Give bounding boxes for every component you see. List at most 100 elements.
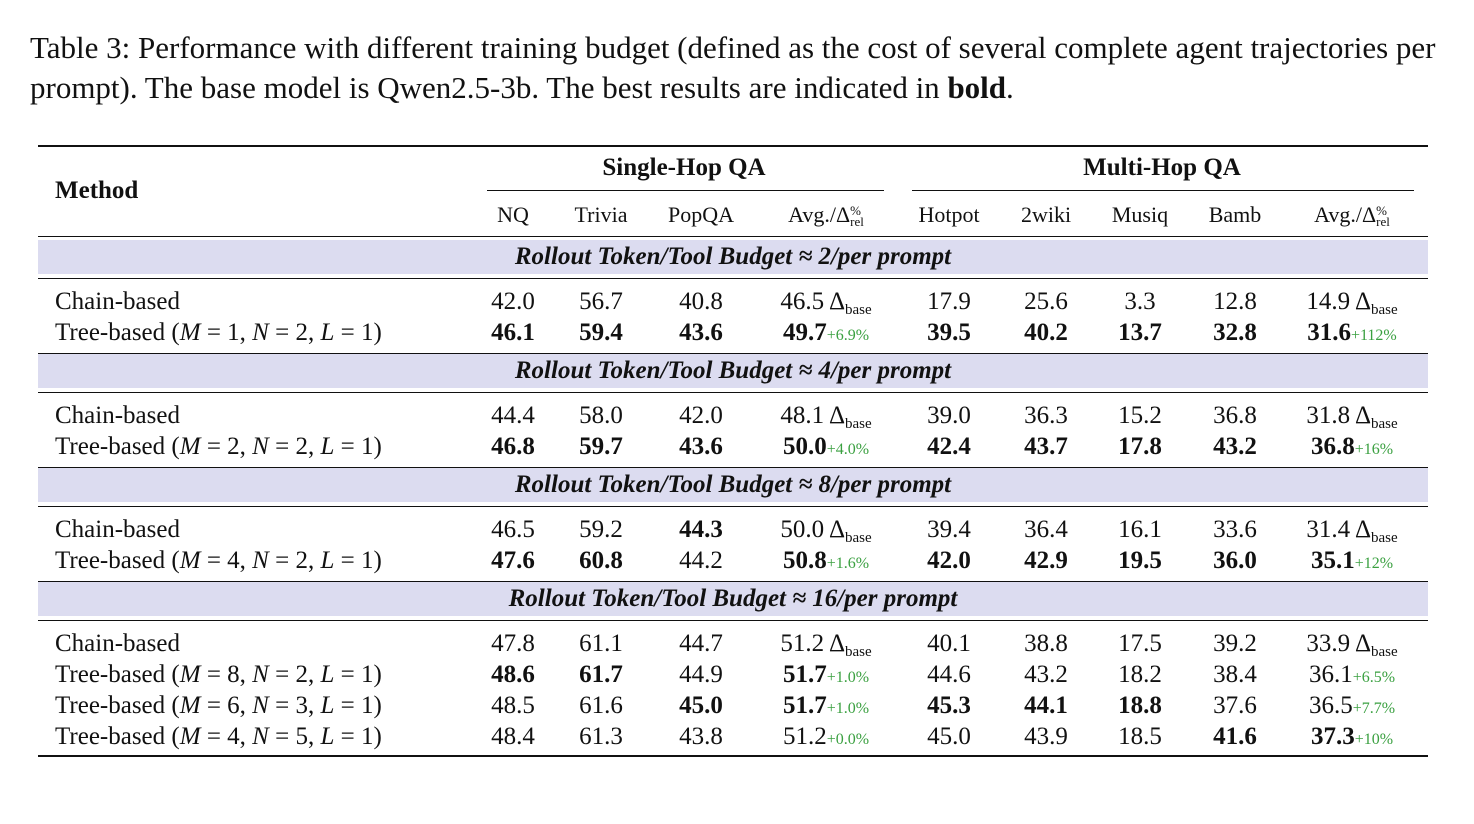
value: 50.0 [782,433,827,460]
method-cell: Tree-based (M = 1, N = 2, L = 1) [55,318,382,348]
value-cell: 61.7 [579,660,623,690]
param-value: = 2, [268,433,321,460]
value: 51.7 [782,661,827,688]
value-cell: 37.3+10% [1311,722,1393,752]
value-cell: 31.4 Δbase [1306,515,1397,546]
method-cell: Chain-based [55,401,180,431]
value-cell: 36.3 [1024,401,1068,431]
value: 31.4 [1306,516,1351,543]
table-rule [38,620,1428,621]
value: 51.2 [780,630,825,657]
value-cell: 48.1 Δbase [780,401,871,432]
value: 49.7 [782,319,827,346]
value: 44.3 [679,516,723,543]
paren: ) [373,692,382,719]
method-name: Tree-based [55,692,166,719]
value: 60.8 [579,547,623,574]
param-value: = 1 [334,723,374,750]
delta-base-sub: base [1371,302,1398,318]
value-cell: 59.7 [579,432,623,462]
value: 44.1 [1024,692,1068,719]
value-cell: 32.8 [1213,318,1257,348]
value-cell: 61.6 [579,691,623,721]
relative-gain: +4.0% [826,441,870,458]
method-name: Tree-based [55,433,166,460]
param-value: = 1 [334,319,374,346]
value-cell: 47.6 [491,546,535,576]
param-name: N [252,319,269,346]
value-cell: 15.2 [1118,401,1162,431]
value-cell: 43.6 [679,432,723,462]
paren: ( [165,433,180,460]
value: 40.1 [927,630,971,657]
value: 56.7 [579,288,623,315]
value: 40.8 [679,288,723,315]
param-value: = 4, [200,547,253,574]
paren: ( [165,692,180,719]
value: 36.4 [1024,516,1068,543]
value-cell: 42.0 [491,287,535,317]
paren: ) [373,547,382,574]
value: 42.0 [927,547,971,574]
value-cell: 17.8 [1118,432,1162,462]
paren: ) [373,433,382,460]
column-header-label: 2wiki [1020,202,1072,227]
value-cell: 49.7+6.9% [783,318,869,348]
table-rule [38,467,1428,468]
value: 59.4 [579,319,623,346]
relative-gain: +16% [1354,441,1394,458]
value-cell: 39.5 [927,318,971,348]
method-cell: Tree-based (M = 4, N = 5, L = 1) [55,722,382,752]
table-rule [38,278,1428,279]
value-cell: 13.7 [1118,318,1162,348]
param-name: L [320,692,335,719]
value-cell: 17.9 [927,287,971,317]
delta-base-symbol: Δ [1350,516,1372,543]
param-value: = 5, [268,723,321,750]
param-value: = 6, [200,692,253,719]
table-rule [38,392,1428,393]
value-cell: 44.2 [679,546,723,576]
value-cell: 40.2 [1024,318,1068,348]
value-cell: 39.2 [1213,629,1257,659]
param-value: = 3, [268,692,321,719]
value-cell: 59.2 [579,515,623,545]
column-header-label: PopQA [667,202,735,227]
column-header-label: NQ [497,202,529,227]
table-rule [38,755,1428,757]
value: 32.8 [1213,319,1257,346]
param-name: M [179,723,201,750]
delta-sub: rel [850,214,864,229]
value: 48.4 [491,723,535,750]
value: 43.8 [679,723,723,750]
value: 43.2 [1213,433,1257,460]
column-header: Hotpot [918,200,979,230]
value-cell: 38.8 [1024,629,1068,659]
relative-gain: +0.0% [826,731,870,748]
value: 45.0 [679,692,723,719]
budget-section-header: Rollout Token/Tool Budget ≈ 16/per promp… [38,582,1428,616]
method-cell: Chain-based [55,515,180,545]
value: 59.7 [579,433,623,460]
value-cell: 61.1 [579,629,623,659]
column-header: Avg./Δ% rel [788,200,864,230]
value: 45.3 [927,692,971,719]
param-value: = 8, [200,661,253,688]
paren: ( [165,547,180,574]
method-name: Chain-based [55,630,180,657]
value-cell: 12.8 [1213,287,1257,317]
caption-bold-word: bold [947,70,1007,105]
delta-base-symbol: Δ [824,630,846,657]
value-cell: 45.0 [927,722,971,752]
value-cell: 42.0 [927,546,971,576]
param-name: L [320,547,335,574]
value-cell: 36.5+7.7% [1309,691,1395,721]
value: 48.6 [491,661,535,688]
value: 18.5 [1118,723,1162,750]
delta-base-symbol: Δ [824,516,846,543]
value: 61.6 [579,692,623,719]
value: 48.1 [780,402,825,429]
method-cell: Tree-based (M = 6, N = 3, L = 1) [55,691,382,721]
value: 43.2 [1024,661,1068,688]
value-cell: 46.5 [491,515,535,545]
